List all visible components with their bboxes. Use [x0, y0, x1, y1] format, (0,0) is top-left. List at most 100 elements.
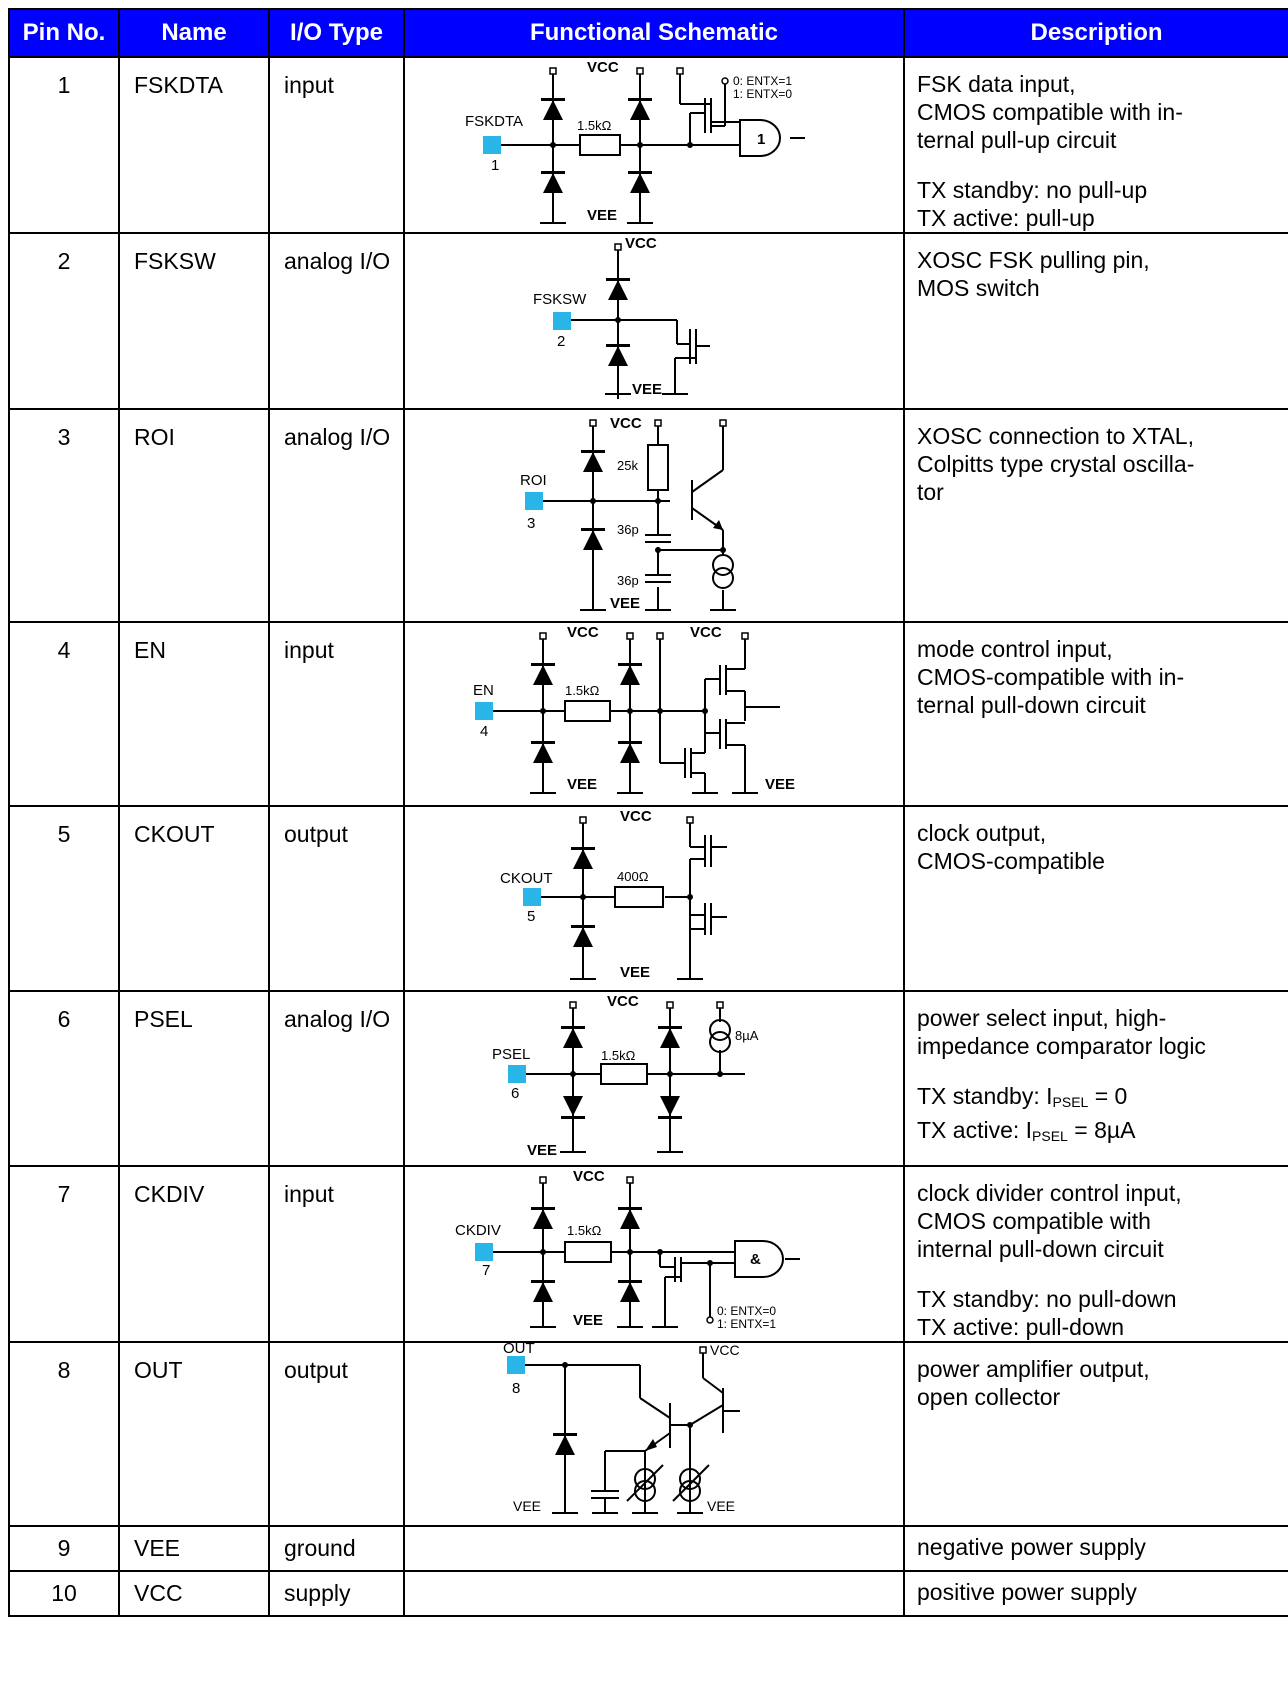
pin-description: clock divider control input, CMOS compati…	[903, 1165, 1288, 1343]
pin-name: ROI	[118, 408, 270, 623]
pin-table: Pin No. Name I/O Type Functional Schemat…	[8, 8, 1288, 1617]
pin-number: 4	[8, 621, 120, 807]
capacitor-label: 36p	[617, 522, 639, 537]
pad-number: 3	[527, 515, 535, 532]
pin-name: OUT	[118, 1341, 270, 1527]
pad-icon	[475, 702, 493, 720]
table-row: 10 VCC supply positive power supply	[8, 1570, 1288, 1617]
table-row: 9 VEE ground negative power supply	[8, 1525, 1288, 1572]
pin-name: VCC	[118, 1570, 270, 1617]
pad-number: 5	[527, 908, 535, 925]
schematic-svg: VCC VEE VEE OUT 8	[503, 1343, 740, 1514]
resistor-label: 25k	[617, 458, 638, 473]
pad-label: CKOUT	[500, 870, 553, 887]
table-row: 4 EN input	[8, 621, 1288, 807]
header-name: Name	[118, 8, 270, 58]
pin-io-type: supply	[268, 1570, 405, 1617]
pin-description: power amplifier output, open collector	[903, 1341, 1288, 1527]
header-pin: Pin No.	[8, 8, 120, 58]
schematic-ckout: VCC VEE CKOUT 5 400Ω	[403, 805, 905, 992]
header-row: Pin No. Name I/O Type Functional Schemat…	[8, 8, 1288, 58]
pad-label: ROI	[520, 472, 547, 489]
schematic-ckdiv: VCC VEE CKDIV 7 1.5kΩ 0: ENTX=0 1: ENTX=…	[403, 1165, 905, 1343]
pin-number: 2	[8, 232, 120, 410]
switch-state-0: 0: ENTX=0	[717, 1304, 776, 1318]
capacitor-label: 36p	[617, 573, 639, 588]
pin-description: mode control input, CMOS-compatible with …	[903, 621, 1288, 807]
pin-number: 5	[8, 805, 120, 992]
vcc-label: VCC	[620, 808, 652, 825]
schematic-svg: VCC VCC VEE VEE EN 4 1.5kΩ	[473, 624, 795, 794]
pin-number: 8	[8, 1341, 120, 1527]
pad-label: CKDIV	[455, 1222, 501, 1239]
resistor-label: 1.5kΩ	[565, 683, 600, 698]
vcc-label: VCC	[587, 59, 619, 76]
pad-number: 2	[557, 333, 565, 350]
vee-label: VEE	[765, 776, 795, 793]
schematic-svg: VCC VEE CKDIV 7 1.5kΩ 0: ENTX=0 1: ENTX=…	[455, 1168, 800, 1331]
resistor-label: 1.5kΩ	[567, 1223, 602, 1238]
pad-icon	[475, 1243, 493, 1261]
pin-description: FSK data input, CMOS compatible with in-t…	[903, 56, 1288, 234]
pin-number: 7	[8, 1165, 120, 1343]
header-io: I/O Type	[268, 8, 405, 58]
vcc-label: VCC	[690, 624, 722, 641]
gate-label: &	[750, 1251, 761, 1268]
vee-label: VEE	[632, 381, 662, 398]
pin-io-type: analog I/O	[268, 990, 405, 1167]
table-row: 2 FSKSW analog I/O	[8, 232, 1288, 410]
schematic-empty	[403, 1570, 905, 1617]
pad-number: 8	[512, 1380, 520, 1397]
table-row: 1 FSKDTA input	[8, 56, 1288, 234]
pin-number: 1	[8, 56, 120, 234]
vee-label: VEE	[513, 1498, 541, 1514]
schematic-en: VCC VCC VEE VEE EN 4 1.5kΩ	[403, 621, 905, 807]
pad-icon	[508, 1065, 526, 1083]
pad-number: 1	[491, 157, 499, 174]
pin-description: clock output, CMOS-compatible	[903, 805, 1288, 992]
pin-name: FSKDTA	[118, 56, 270, 234]
pad-number: 7	[482, 1262, 490, 1279]
schematic-fskdta: VCC VEE FSKDTA 1 1.5kΩ 0: ENTX=1 1: ENTX…	[403, 56, 905, 234]
pin-name: VEE	[118, 1525, 270, 1572]
resistor-label: 1.5kΩ	[601, 1048, 636, 1063]
pad-label: FSKDTA	[465, 113, 523, 130]
resistor-label: 1.5kΩ	[577, 118, 612, 133]
vee-label: VEE	[610, 595, 640, 612]
switch-state-0: 0: ENTX=1	[733, 74, 792, 88]
vee-label: VEE	[620, 964, 650, 981]
pin-io-type: input	[268, 56, 405, 234]
pin-number: 6	[8, 990, 120, 1167]
vee-label: VEE	[527, 1142, 557, 1159]
pad-icon	[553, 312, 571, 330]
schematic-roi: VCC VEE ROI 3 25k 36p 36p	[403, 408, 905, 623]
vcc-label: VCC	[710, 1343, 740, 1358]
header-schematic: Functional Schematic	[403, 8, 905, 58]
schematic-psel: VCC VEE PSEL 6 1.5kΩ 8µA	[403, 990, 905, 1167]
table-row: 5 CKOUT output	[8, 805, 1288, 992]
vcc-label: VCC	[607, 993, 639, 1010]
schematic-svg: VCC VEE CKOUT 5 400Ω	[500, 808, 727, 981]
pin-name: FSKSW	[118, 232, 270, 410]
pad-icon	[507, 1356, 525, 1374]
pin-io-type: analog I/O	[268, 232, 405, 410]
table-row: 8 OUT output	[8, 1341, 1288, 1527]
vee-label: VEE	[587, 207, 617, 224]
switch-state-1: 1: ENTX=0	[733, 87, 792, 101]
table-row: 3 ROI analog I/O	[8, 408, 1288, 623]
vcc-label: VCC	[573, 1168, 605, 1185]
pad-label: OUT	[503, 1343, 535, 1357]
header-description: Description	[903, 8, 1288, 58]
schematic-svg: VCC VEE FSKSW 2	[533, 235, 710, 399]
pin-io-type: ground	[268, 1525, 405, 1572]
switch-state-1: 1: ENTX=1	[717, 1317, 776, 1331]
pin-io-type: output	[268, 805, 405, 992]
pad-number: 6	[511, 1085, 519, 1102]
pad-icon	[483, 136, 501, 154]
pad-icon	[525, 492, 543, 510]
vee-label: VEE	[567, 776, 597, 793]
schematic-fsksw: VCC VEE FSKSW 2	[403, 232, 905, 410]
pin-description: XOSC connection to XTAL, Colpitts type cr…	[903, 408, 1288, 623]
pin-description: positive power supply	[903, 1570, 1288, 1617]
schematic-svg: VCC VEE ROI 3 25k 36p 36p	[520, 415, 736, 612]
